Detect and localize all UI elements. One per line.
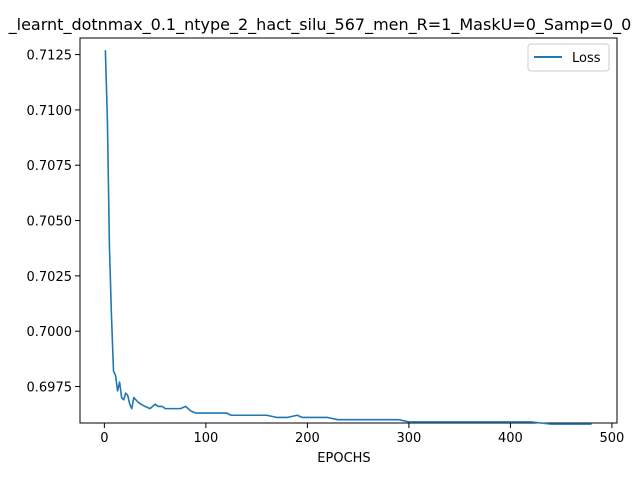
series-line-loss: [104, 50, 592, 425]
x-tick-label: 0: [100, 431, 108, 446]
y-tick-label: 0.7100: [27, 104, 73, 119]
legend-box: [527, 43, 610, 72]
chart-title: _learnt_dotnmax_0.1_ntype_2_hact_silu_56…: [8, 15, 632, 35]
y-tick-label: 0.7075: [27, 159, 73, 174]
y-tick-label: 0.6975: [27, 380, 73, 395]
legend-label-loss: Loss: [572, 51, 601, 66]
plot-frame: [79, 37, 618, 424]
x-axis-label: EPOCHS: [317, 451, 370, 466]
x-tick-label: 200: [295, 431, 320, 446]
y-tick-label: 0.7125: [27, 49, 73, 64]
x-tick-label: 100: [193, 431, 218, 446]
x-axis: 0 100 200 300 400 500: [100, 423, 624, 446]
series-group: [104, 50, 592, 425]
x-tick-label: 500: [600, 431, 625, 446]
legend: Loss: [527, 43, 610, 72]
y-axis: 0.6975 0.7000 0.7025 0.7050 0.7075 0.7100 0.71…: [27, 49, 80, 395]
x-tick-label: 400: [498, 431, 523, 446]
y-tick-label: 0.7000: [27, 325, 73, 340]
y-tick-label: 0.7050: [27, 215, 73, 230]
x-tick-label: 300: [396, 431, 421, 446]
plot-area: [79, 37, 618, 424]
y-tick-label: 0.7025: [27, 270, 73, 285]
